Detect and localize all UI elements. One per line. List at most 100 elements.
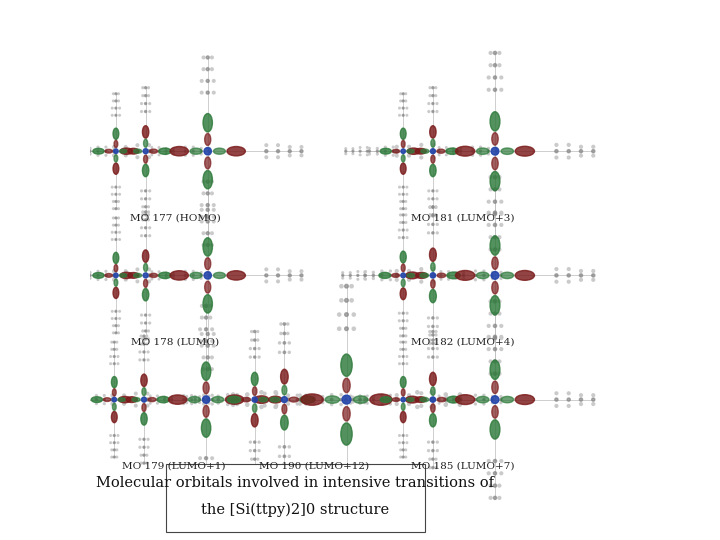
Ellipse shape (377, 147, 378, 149)
Ellipse shape (149, 198, 150, 200)
Ellipse shape (114, 155, 118, 162)
Ellipse shape (204, 272, 212, 279)
Ellipse shape (146, 462, 148, 464)
Ellipse shape (400, 376, 406, 388)
Ellipse shape (207, 402, 208, 403)
Ellipse shape (206, 192, 210, 195)
Ellipse shape (498, 236, 501, 239)
Ellipse shape (210, 68, 213, 71)
Ellipse shape (463, 274, 464, 276)
Ellipse shape (113, 287, 119, 299)
Ellipse shape (432, 404, 435, 407)
Ellipse shape (149, 395, 151, 397)
Ellipse shape (446, 395, 447, 397)
Ellipse shape (431, 139, 435, 147)
Ellipse shape (350, 497, 354, 501)
Ellipse shape (555, 150, 558, 153)
Ellipse shape (408, 398, 410, 401)
Ellipse shape (435, 94, 436, 97)
Ellipse shape (170, 271, 189, 280)
Ellipse shape (406, 114, 408, 116)
Ellipse shape (432, 87, 434, 89)
Ellipse shape (112, 310, 113, 312)
Ellipse shape (592, 279, 595, 281)
Ellipse shape (381, 403, 383, 405)
Ellipse shape (279, 455, 281, 457)
Ellipse shape (567, 392, 570, 395)
Ellipse shape (139, 359, 141, 361)
Ellipse shape (432, 103, 434, 105)
Ellipse shape (203, 382, 209, 394)
Ellipse shape (399, 363, 400, 364)
Ellipse shape (400, 221, 401, 224)
Ellipse shape (483, 394, 485, 396)
Ellipse shape (204, 468, 207, 471)
Ellipse shape (253, 387, 257, 395)
Ellipse shape (260, 391, 263, 394)
Ellipse shape (420, 280, 423, 283)
Ellipse shape (428, 450, 430, 451)
Ellipse shape (276, 144, 279, 146)
Ellipse shape (400, 100, 402, 102)
Text: MO 177 (HOMO): MO 177 (HOMO) (130, 213, 221, 222)
Ellipse shape (359, 147, 361, 149)
Ellipse shape (483, 279, 485, 281)
Ellipse shape (212, 79, 215, 82)
Ellipse shape (203, 406, 209, 417)
Ellipse shape (298, 398, 302, 401)
Ellipse shape (429, 330, 431, 333)
Ellipse shape (431, 273, 436, 278)
Ellipse shape (145, 322, 147, 324)
Ellipse shape (460, 399, 462, 401)
Ellipse shape (206, 56, 210, 59)
Ellipse shape (401, 279, 405, 287)
Ellipse shape (359, 399, 361, 401)
Ellipse shape (401, 149, 405, 153)
Ellipse shape (71, 402, 72, 404)
Ellipse shape (491, 147, 499, 155)
Ellipse shape (258, 348, 260, 349)
Ellipse shape (184, 154, 186, 156)
Ellipse shape (65, 153, 66, 154)
Ellipse shape (300, 396, 315, 403)
Ellipse shape (135, 404, 137, 407)
Ellipse shape (242, 397, 251, 402)
Ellipse shape (460, 150, 462, 152)
Ellipse shape (395, 274, 398, 277)
Ellipse shape (117, 100, 120, 102)
Ellipse shape (192, 150, 194, 152)
Ellipse shape (498, 300, 501, 303)
Ellipse shape (431, 262, 435, 271)
Ellipse shape (359, 399, 361, 401)
Ellipse shape (204, 328, 207, 331)
Ellipse shape (209, 316, 212, 319)
Ellipse shape (493, 76, 497, 79)
Ellipse shape (400, 327, 401, 329)
Ellipse shape (203, 394, 204, 396)
Ellipse shape (186, 402, 188, 403)
Ellipse shape (420, 273, 428, 278)
Ellipse shape (207, 399, 209, 401)
Ellipse shape (125, 270, 127, 273)
Ellipse shape (400, 128, 406, 139)
Ellipse shape (432, 339, 434, 341)
Ellipse shape (115, 239, 117, 240)
Ellipse shape (79, 278, 81, 280)
Ellipse shape (399, 186, 400, 188)
Ellipse shape (119, 318, 120, 319)
Ellipse shape (364, 279, 366, 280)
Ellipse shape (493, 360, 497, 363)
Ellipse shape (105, 154, 107, 156)
Ellipse shape (212, 220, 215, 223)
Ellipse shape (493, 211, 497, 214)
Ellipse shape (345, 327, 348, 330)
Ellipse shape (352, 483, 356, 486)
Ellipse shape (516, 271, 534, 280)
Ellipse shape (288, 455, 290, 457)
Ellipse shape (264, 392, 266, 395)
Ellipse shape (208, 395, 210, 397)
Ellipse shape (115, 318, 117, 320)
Ellipse shape (260, 398, 264, 401)
Ellipse shape (493, 484, 497, 487)
Ellipse shape (143, 279, 148, 287)
